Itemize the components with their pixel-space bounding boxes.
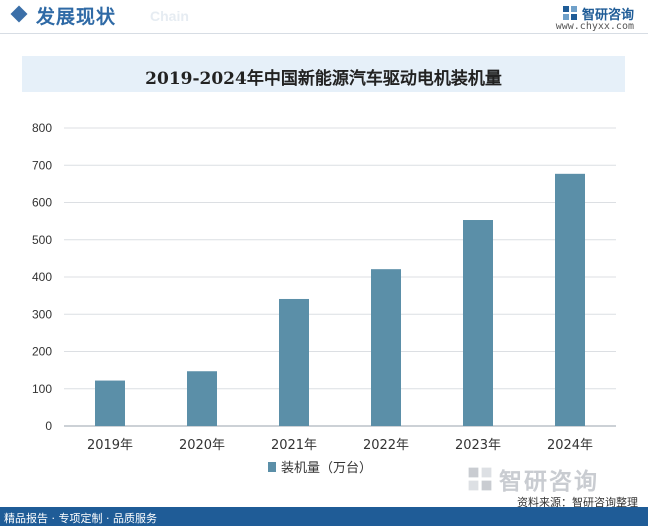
legend: 装机量（万台）: [268, 461, 372, 476]
y-tick-label: 300: [32, 307, 52, 321]
watermark: 智研咨询: [467, 462, 599, 496]
grid-lines: [64, 127, 616, 427]
chart-title: 2019-2024年中国新能源汽车驱动电机装机量: [145, 69, 502, 89]
y-tick-label: 200: [32, 345, 52, 359]
y-tick-label: 800: [32, 121, 52, 135]
bars: [95, 173, 585, 426]
bar: [463, 220, 493, 426]
x-tick-label: 2019年: [87, 438, 133, 453]
y-tick-label: 400: [32, 270, 52, 284]
y-tick-labels: 0 100 200 300 400 500 600 700 800: [32, 121, 52, 433]
brand-url: www.chyxx.com: [555, 21, 634, 32]
y-tick-label: 700: [32, 158, 52, 172]
brand-logo-icon: [562, 6, 577, 20]
y-tick-label: 0: [45, 419, 52, 433]
header-bar: 发展现状 Chain 智研咨询 www.chyxx.com: [0, 0, 648, 36]
x-tick-label: 2024年: [547, 438, 593, 453]
bar: [279, 298, 309, 426]
section-title: 发展现状: [36, 6, 117, 28]
x-tick-label: 2020年: [179, 438, 225, 453]
x-tick-label: 2021年: [271, 438, 317, 453]
bar-chart: 0 100 200 300 400 500 600 700 800 2019年 2020年 2021…: [32, 121, 616, 476]
footer-bar: 精品报告 · 专项定制 · 品质服务: [0, 507, 648, 526]
chart-title-box: 2019-2024年中国新能源汽车驱动电机装机量: [22, 56, 625, 92]
y-tick-label: 500: [32, 233, 52, 247]
watermark-text: 智研咨询: [499, 469, 599, 495]
brand: 智研咨询: [562, 4, 634, 23]
x-tick-label: 2022年: [363, 438, 409, 453]
brand-name: 智研咨询: [581, 7, 634, 23]
legend-label: 装机量（万台）: [281, 461, 372, 476]
y-tick-label: 600: [32, 196, 52, 210]
bar: [187, 371, 217, 426]
x-tick-label: 2023年: [455, 438, 501, 453]
footer-slogan: 精品报告 · 专项定制 · 品质服务: [4, 512, 157, 525]
y-tick-label: 100: [32, 382, 52, 396]
legend-swatch: [268, 462, 276, 472]
source-note: 资料来源：智研咨询整理: [517, 496, 638, 509]
x-tick-labels: 2019年 2020年 2021年 2022年 2023年 2024年: [87, 438, 593, 453]
bar: [371, 269, 401, 426]
section-subtitle: Chain: [150, 8, 189, 24]
watermark-logo-icon: [468, 467, 492, 491]
bar: [555, 173, 585, 426]
bar: [95, 380, 125, 426]
header-divider: [0, 33, 648, 34]
